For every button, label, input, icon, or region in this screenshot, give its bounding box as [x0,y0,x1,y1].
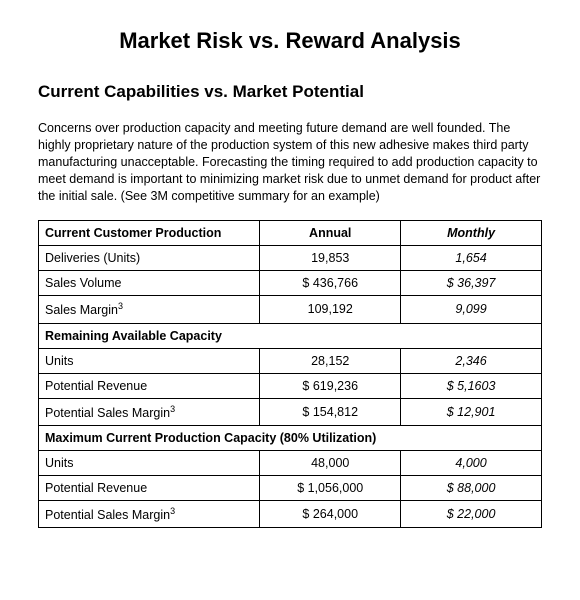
row-label: Sales Margin3 [39,296,260,323]
page-title: Market Risk vs. Reward Analysis [38,28,542,54]
row-label: Units [39,348,260,373]
section-label: Maximum Current Production Capacity (80%… [39,425,542,450]
table-body: Deliveries (Units)19,8531,654Sales Volum… [39,246,542,527]
row-monthly: $ 12,901 [401,398,542,425]
row-monthly: $ 22,000 [401,500,542,527]
row-label: Units [39,450,260,475]
section-heading: Current Capabilities vs. Market Potentia… [38,82,542,102]
table-row: Units48,0004,000 [39,450,542,475]
row-monthly: 9,099 [401,296,542,323]
row-label: Potential Revenue [39,475,260,500]
row-annual: 48,000 [260,450,401,475]
row-label: Potential Revenue [39,373,260,398]
row-annual: 109,192 [260,296,401,323]
table-row: Potential Sales Margin3$ 154,812$ 12,901 [39,398,542,425]
table-row: Sales Margin3109,1929,099 [39,296,542,323]
analysis-table: Current Customer Production Annual Month… [38,220,542,527]
row-monthly: $ 36,397 [401,271,542,296]
row-label: Sales Volume [39,271,260,296]
document-page: Market Risk vs. Reward Analysis Current … [0,0,580,548]
intro-paragraph: Concerns over production capacity and me… [38,120,542,204]
row-monthly: $ 5,1603 [401,373,542,398]
row-annual: $ 264,000 [260,500,401,527]
row-label: Potential Sales Margin3 [39,398,260,425]
row-annual: 28,152 [260,348,401,373]
row-annual: $ 619,236 [260,373,401,398]
header-production: Current Customer Production [39,221,260,246]
table-row: Units28,1522,346 [39,348,542,373]
table-row: Potential Sales Margin3$ 264,000$ 22,000 [39,500,542,527]
table-section-row: Maximum Current Production Capacity (80%… [39,425,542,450]
row-label: Deliveries (Units) [39,246,260,271]
row-annual: 19,853 [260,246,401,271]
row-monthly: 1,654 [401,246,542,271]
section-label: Remaining Available Capacity [39,323,542,348]
table-section-row: Remaining Available Capacity [39,323,542,348]
row-annual: $ 436,766 [260,271,401,296]
table-header-row: Current Customer Production Annual Month… [39,221,542,246]
header-monthly: Monthly [401,221,542,246]
header-annual: Annual [260,221,401,246]
row-monthly: $ 88,000 [401,475,542,500]
row-monthly: 4,000 [401,450,542,475]
row-annual: $ 154,812 [260,398,401,425]
row-monthly: 2,346 [401,348,542,373]
row-annual: $ 1,056,000 [260,475,401,500]
table-row: Potential Revenue$ 619,236$ 5,1603 [39,373,542,398]
table-row: Sales Volume$ 436,766$ 36,397 [39,271,542,296]
table-row: Deliveries (Units)19,8531,654 [39,246,542,271]
row-label: Potential Sales Margin3 [39,500,260,527]
table-row: Potential Revenue$ 1,056,000$ 88,000 [39,475,542,500]
